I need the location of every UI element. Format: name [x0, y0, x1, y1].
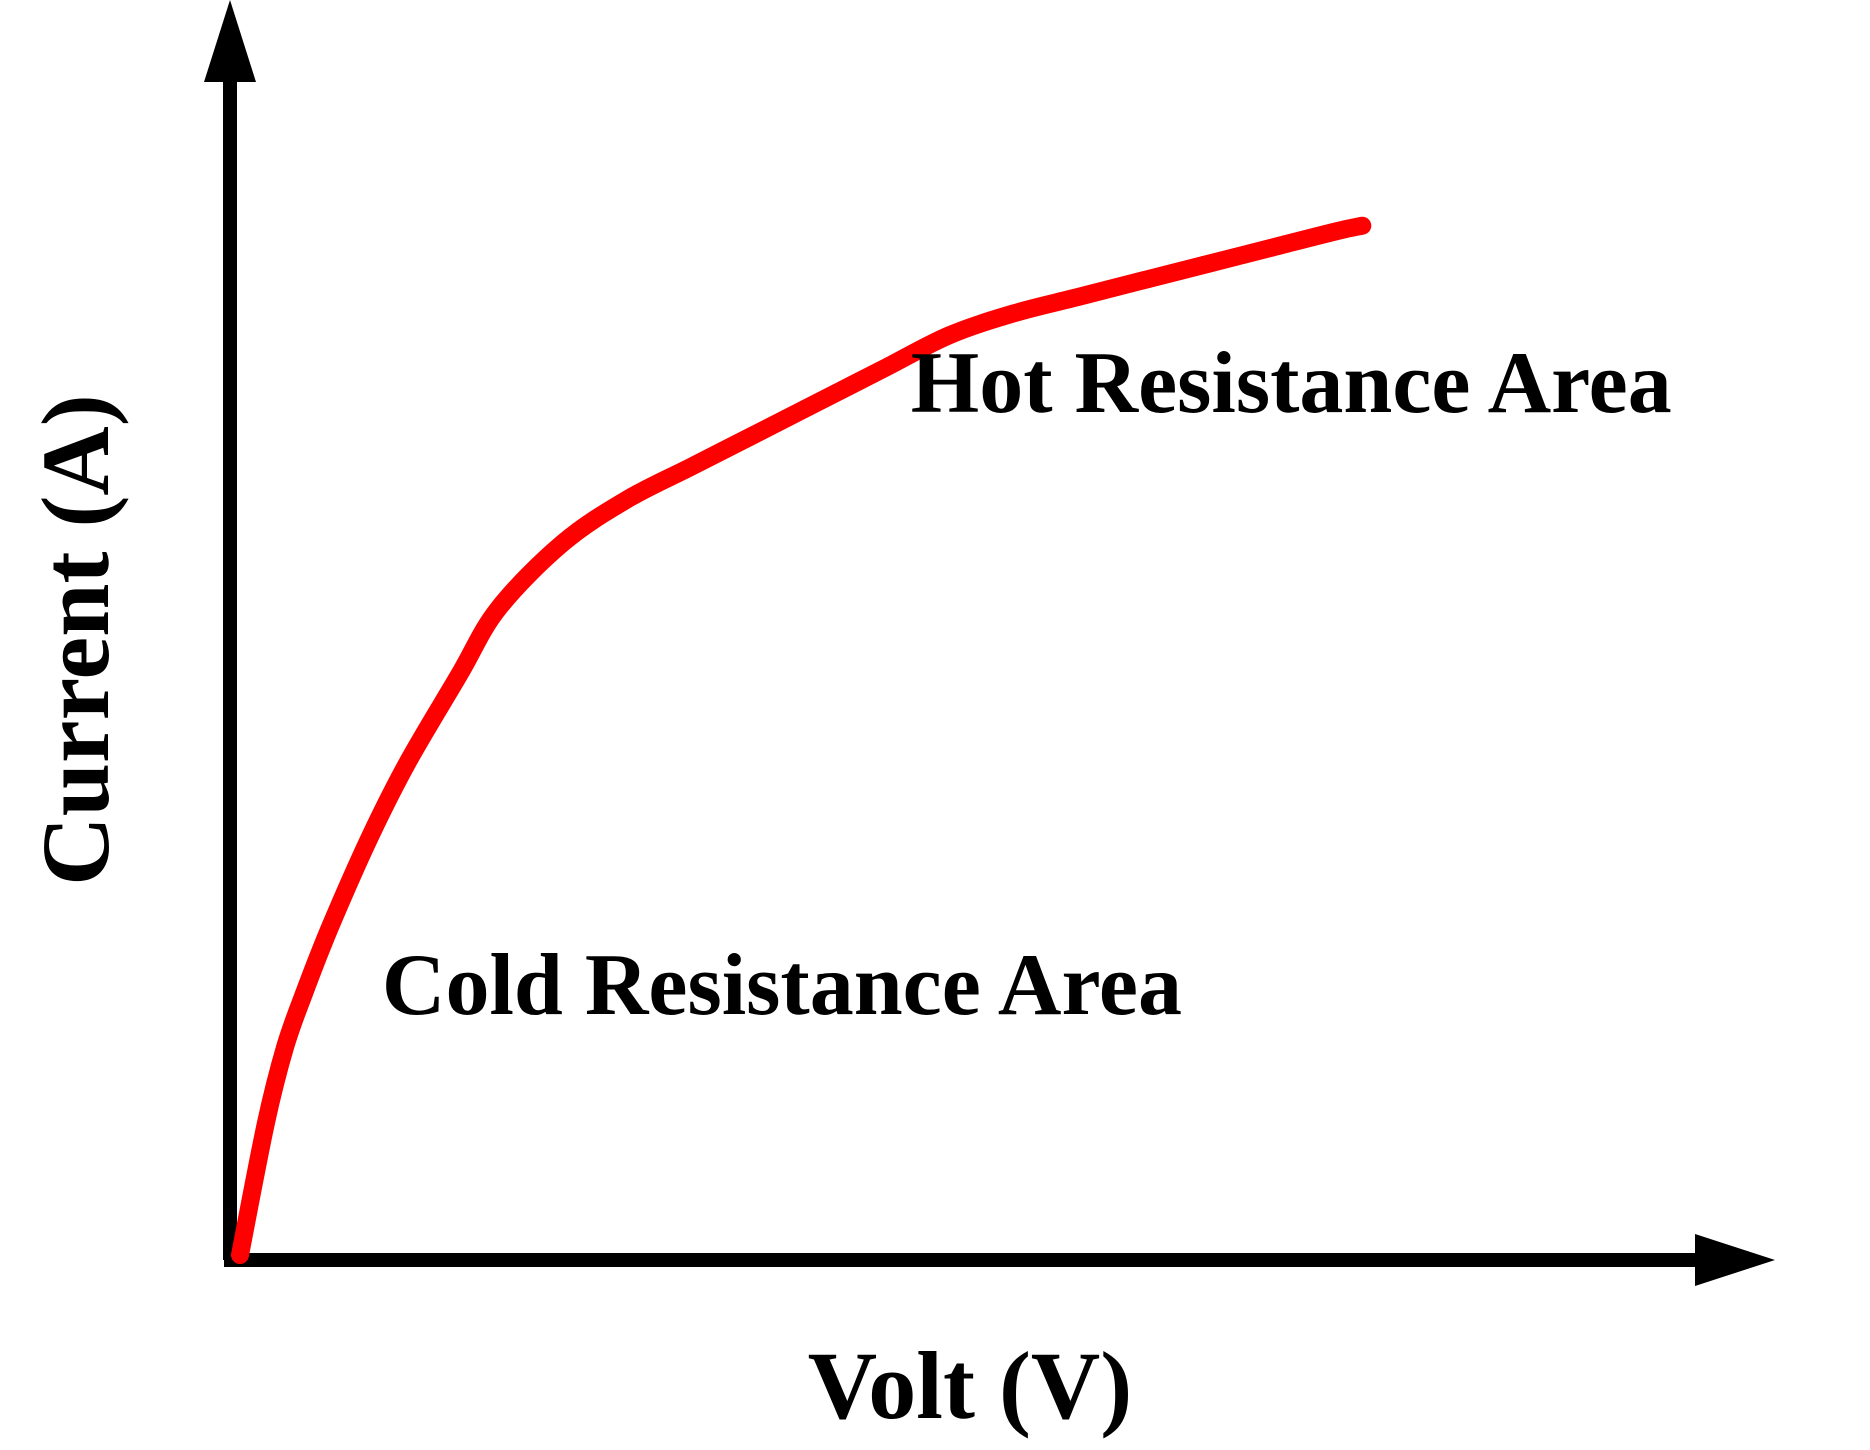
x-axis — [224, 1234, 1775, 1286]
cold-resistance-area-label: Cold Resistance Area — [382, 937, 1182, 1034]
hot-resistance-area-label: Hot Resistance Area — [911, 335, 1672, 432]
y-axis — [204, 0, 256, 1260]
x-axis-arrow-icon — [1695, 1234, 1775, 1286]
data-series-line — [231, 216, 1372, 1264]
y-axis-label: Current (A) — [22, 394, 129, 885]
x-axis-label: Volt (V) — [808, 1332, 1132, 1439]
y-axis-arrow-icon — [204, 0, 256, 82]
annotations: Hot Resistance Area Cold Resistance Area — [382, 335, 1672, 1034]
